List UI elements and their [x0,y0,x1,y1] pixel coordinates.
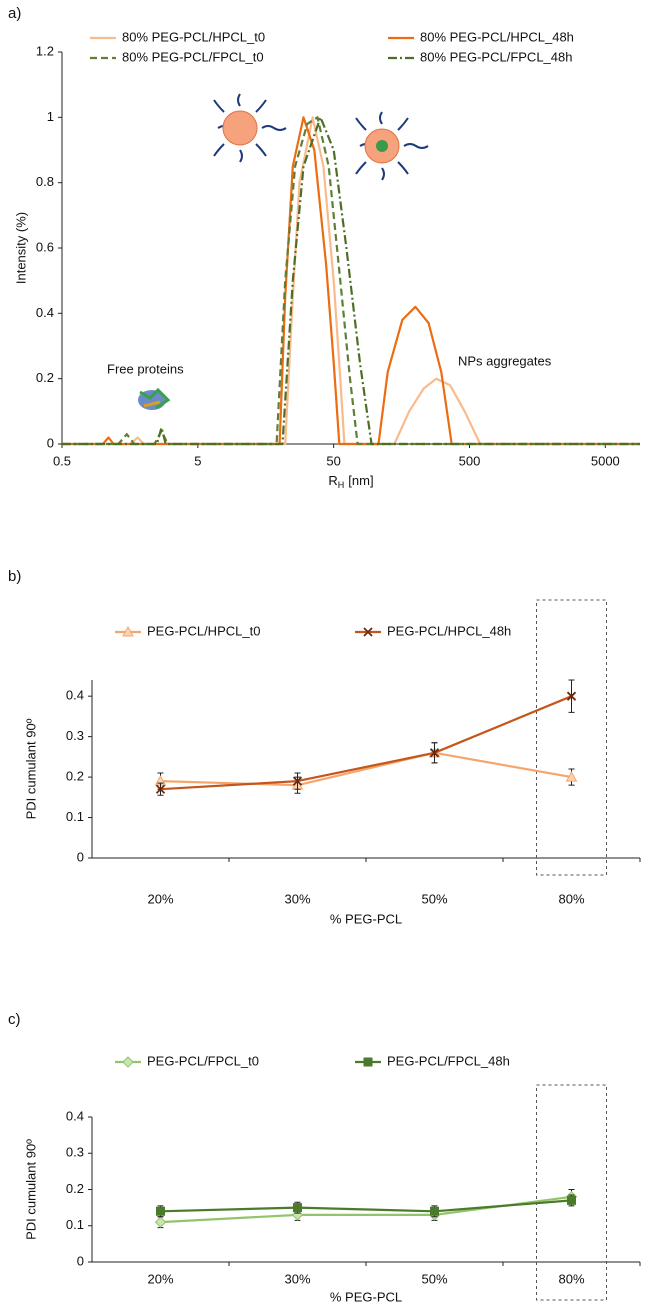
y-tick-label: 0 [77,849,84,864]
y-tick-label: 0.3 [66,1145,84,1160]
x-tick-label: 500 [459,453,481,468]
y-tick-label: 0.8 [36,174,54,189]
x-tick-label: 50% [421,1271,447,1286]
y-axis-label: Intensity (%) [13,212,28,284]
x-tick-label: 20% [147,891,173,906]
legend-label: PEG-PCL/FPCL_48h [387,1053,510,1068]
marker [567,1195,576,1205]
y-axis-label: PDI cumulant 90º [23,718,38,819]
highlight-box [536,599,607,876]
x-tick-label: 50 [326,453,340,468]
y-tick-label: 0.2 [66,769,84,784]
series-line [160,1199,572,1213]
x-axis-label: RH [nm] [328,473,373,490]
x-tick-label: 20% [147,1271,173,1286]
y-tick-label: 0.4 [66,1108,84,1123]
marker [363,1057,373,1067]
y-tick-label: 0.1 [66,809,84,824]
marker [292,776,303,786]
marker [122,1056,134,1068]
marker [429,748,440,758]
legend-label: 80% PEG-PCL/FPCL_t0 [122,49,264,64]
marker [154,1216,167,1228]
highlight-box [536,1084,607,1301]
x-axis-label: % PEG-PCL [330,911,402,926]
y-tick-label: 0.4 [36,305,54,320]
x-tick-label: 30% [284,1271,310,1286]
x-label-base: R [328,473,337,488]
protein-icon [138,387,171,410]
legend-label: 80% PEG-PCL/HPCL_t0 [122,29,265,44]
annotation: Free proteins [107,361,184,376]
legend-label: 80% PEG-PCL/HPCL_48h [420,29,574,44]
legend-label: PEG-PCL/HPCL_t0 [147,623,260,638]
x-label-subscript: H [338,480,345,490]
marker [565,771,578,782]
legend-label: PEG-PCL/HPCL_48h [387,623,511,638]
panel-label: a) [8,5,21,22]
y-tick-label: 0.2 [66,1181,84,1196]
y-tick-label: 0.6 [36,239,54,254]
y-tick-label: 0.2 [36,370,54,385]
series-line [160,695,572,791]
x-label-unit: [nm] [348,473,373,488]
x-tick-label: 5000 [591,453,620,468]
nanoparticle-icon [213,93,287,163]
y-tick-label: 0.4 [66,688,84,703]
y-tick-label: 1 [47,109,54,124]
series-line [160,751,572,787]
y-tick-label: 1.2 [36,43,54,58]
marker [156,1206,165,1216]
marker [291,1209,304,1221]
x-axis-label: % PEG-PCL [330,1289,402,1304]
marker [363,627,373,637]
y-axis-label: PDI cumulant 90º [23,1139,38,1240]
x-tick-label: 50% [421,891,447,906]
x-tick-label: 30% [284,891,310,906]
marker [155,784,166,794]
y-tick-label: 0.1 [66,1217,84,1232]
x-tick-label: 0.5 [53,453,71,468]
series-line [62,116,640,446]
marker [122,625,134,637]
legend-label: 80% PEG-PCL/FPCL_48h [420,49,572,64]
x-tick-label: 80% [558,1271,584,1286]
panel-label: b) [8,568,21,585]
x-tick-label: 5 [194,453,201,468]
nanoparticle-icon [355,111,429,181]
panel-label: c) [8,1011,21,1028]
series-line [62,116,640,446]
x-tick-label: 80% [558,891,584,906]
marker [566,691,577,701]
y-tick-label: 0.3 [66,728,84,743]
y-tick-label: 0 [77,1253,84,1268]
annotation: NPs aggregates [458,353,552,368]
marker [293,1203,302,1213]
y-tick-label: 0 [47,435,54,450]
legend-label: PEG-PCL/FPCL_t0 [147,1053,259,1068]
marker [430,1206,439,1216]
